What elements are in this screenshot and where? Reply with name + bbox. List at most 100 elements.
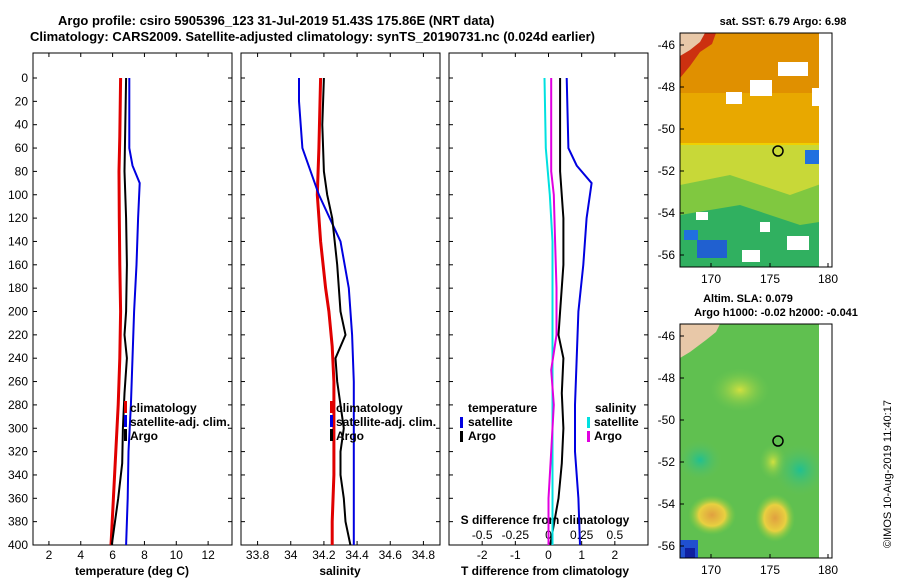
map-lat-label: -52 [658, 455, 676, 469]
legend-swatch-s-argo [587, 431, 590, 442]
map-lat-label: -48 [658, 80, 676, 94]
x-tick-label: 34.8 [412, 548, 436, 562]
legend-swatch-climatology [330, 401, 333, 413]
legend-label-argo: Argo [336, 429, 364, 443]
sla-map-title-1: Altim. SLA: 0.079 [703, 293, 793, 305]
legend-label-argo: Argo [130, 429, 158, 443]
sst-map-frame [679, 32, 833, 268]
legend-swatch-s-satellite [587, 417, 590, 428]
depth-tick-label: 280 [8, 398, 28, 412]
series-line-climatology [315, 77, 336, 545]
legend-swatch-argo [124, 429, 127, 441]
legend-label-t-argo: Argo [468, 429, 496, 443]
map-lat-label: -54 [658, 497, 676, 511]
x-tick-label: 1 [578, 548, 585, 562]
legend-swatch-t-satellite [460, 417, 463, 428]
x-tick-label: 33.8 [246, 548, 270, 562]
map-lat-label: -56 [658, 539, 676, 553]
salinity-xlabel: salinity [319, 564, 361, 578]
map-lat-label: -50 [658, 413, 676, 427]
s-tick-label: -0.5 [472, 528, 493, 542]
salinity-panel-frame [240, 52, 441, 546]
figure-title-line1: Argo profile: csiro 5905396_123 31-Jul-2… [58, 13, 494, 28]
temperature-panel-frame [32, 52, 233, 546]
sla-map [680, 324, 832, 558]
difference-panel-frame [448, 52, 649, 546]
depth-tick-label: 240 [8, 351, 28, 365]
x-tick-label: 8 [141, 548, 148, 562]
map-lon-label: 170 [701, 563, 721, 577]
legend-label-s-satellite: satellite [594, 415, 639, 429]
s-difference-label: S difference from climatology [461, 513, 630, 527]
map-lat-label: -46 [658, 38, 676, 52]
series-line-argo [110, 77, 128, 546]
map-lon-label: 180 [818, 563, 838, 577]
x-tick-label: 2 [611, 548, 618, 562]
legend-swatch-t-argo [460, 431, 463, 442]
depth-tick-label: 220 [8, 328, 28, 342]
sla-map-title-2: Argo h1000: -0.02 h2000: -0.041 [694, 307, 858, 319]
depth-tick-label: 340 [8, 468, 28, 482]
x-tick-label: -1 [510, 548, 521, 562]
series-line-argo [321, 77, 352, 546]
depth-tick-label: 200 [8, 305, 28, 319]
depth-tick-label: 0 [21, 71, 28, 85]
map-lon-label: 175 [760, 272, 780, 286]
depth-tick-label: 140 [8, 234, 28, 248]
legend-swatch-climatology [124, 401, 127, 413]
x-tick-label: 34.6 [379, 548, 403, 562]
depth-tick-label: 400 [8, 538, 28, 552]
imos-watermark: ©IMOS 10-Aug-2019 11:40:17 [882, 400, 894, 548]
map-lon-label: 180 [818, 272, 838, 286]
series-line-satellite-adj-clim- [298, 78, 355, 545]
legend-label-t-satellite: satellite [468, 415, 513, 429]
legend-header-temperature: temperature [468, 401, 538, 415]
x-tick-label: 34.2 [312, 548, 336, 562]
temperature-xlabel: temperature (deg C) [75, 564, 189, 578]
map-lat-label: -56 [658, 248, 676, 262]
x-tick-label: 34.4 [345, 548, 369, 562]
map-lat-label: -48 [658, 371, 676, 385]
x-tick-label: 6 [109, 548, 116, 562]
difference-xlabel: T difference from climatology [461, 564, 629, 578]
map-lon-label: 170 [701, 272, 721, 286]
depth-tick-label: 100 [8, 188, 28, 202]
depth-tick-label: 20 [15, 94, 29, 108]
x-tick-label: 2 [46, 548, 53, 562]
s-tick-label: 0.5 [606, 528, 623, 542]
legend-label-satellite: satellite-adj. clim. [130, 415, 230, 429]
sst-argo-marker [772, 145, 784, 157]
sst-map [680, 33, 832, 267]
legend-label-satellite: satellite-adj. clim. [336, 415, 436, 429]
sla-map-frame [679, 323, 833, 559]
sla-argo-marker [772, 435, 784, 447]
legend-swatch-satellite [330, 415, 333, 427]
figure-title-line2: Climatology: CARS2009. Satellite-adjuste… [30, 29, 595, 44]
x-tick-label: -2 [477, 548, 488, 562]
depth-tick-label: 80 [15, 164, 29, 178]
map-lat-label: -54 [658, 206, 676, 220]
x-tick-label: 12 [201, 548, 215, 562]
series-line-salinity-argo [547, 78, 558, 545]
x-tick-label: 4 [77, 548, 84, 562]
map-lat-label: -46 [658, 329, 676, 343]
depth-tick-label: 300 [8, 421, 28, 435]
temperature-legend: climatology satellite-adj. clim. Argo [124, 401, 230, 443]
series-line-temperature-satellite [565, 77, 593, 546]
x-tick-label: 0 [545, 548, 552, 562]
map-lat-label: -52 [658, 164, 676, 178]
series-line-temperature-argo [549, 78, 565, 546]
depth-tick-label: 360 [8, 491, 28, 505]
salinity-legend: climatology satellite-adj. clim. Argo [330, 401, 436, 443]
depth-tick-label: 320 [8, 445, 28, 459]
map-lat-label: -50 [658, 122, 676, 136]
legend-label-climatology: climatology [336, 401, 403, 415]
legend-header-salinity: salinity [595, 401, 637, 415]
x-tick-label: 10 [170, 548, 184, 562]
depth-tick-label: 380 [8, 515, 28, 529]
s-tick-label: 0.25 [570, 528, 594, 542]
depth-tick-label: 120 [8, 211, 28, 225]
legend-swatch-argo [330, 429, 333, 441]
depth-tick-label: 180 [8, 281, 28, 295]
depth-tick-label: 260 [8, 375, 28, 389]
